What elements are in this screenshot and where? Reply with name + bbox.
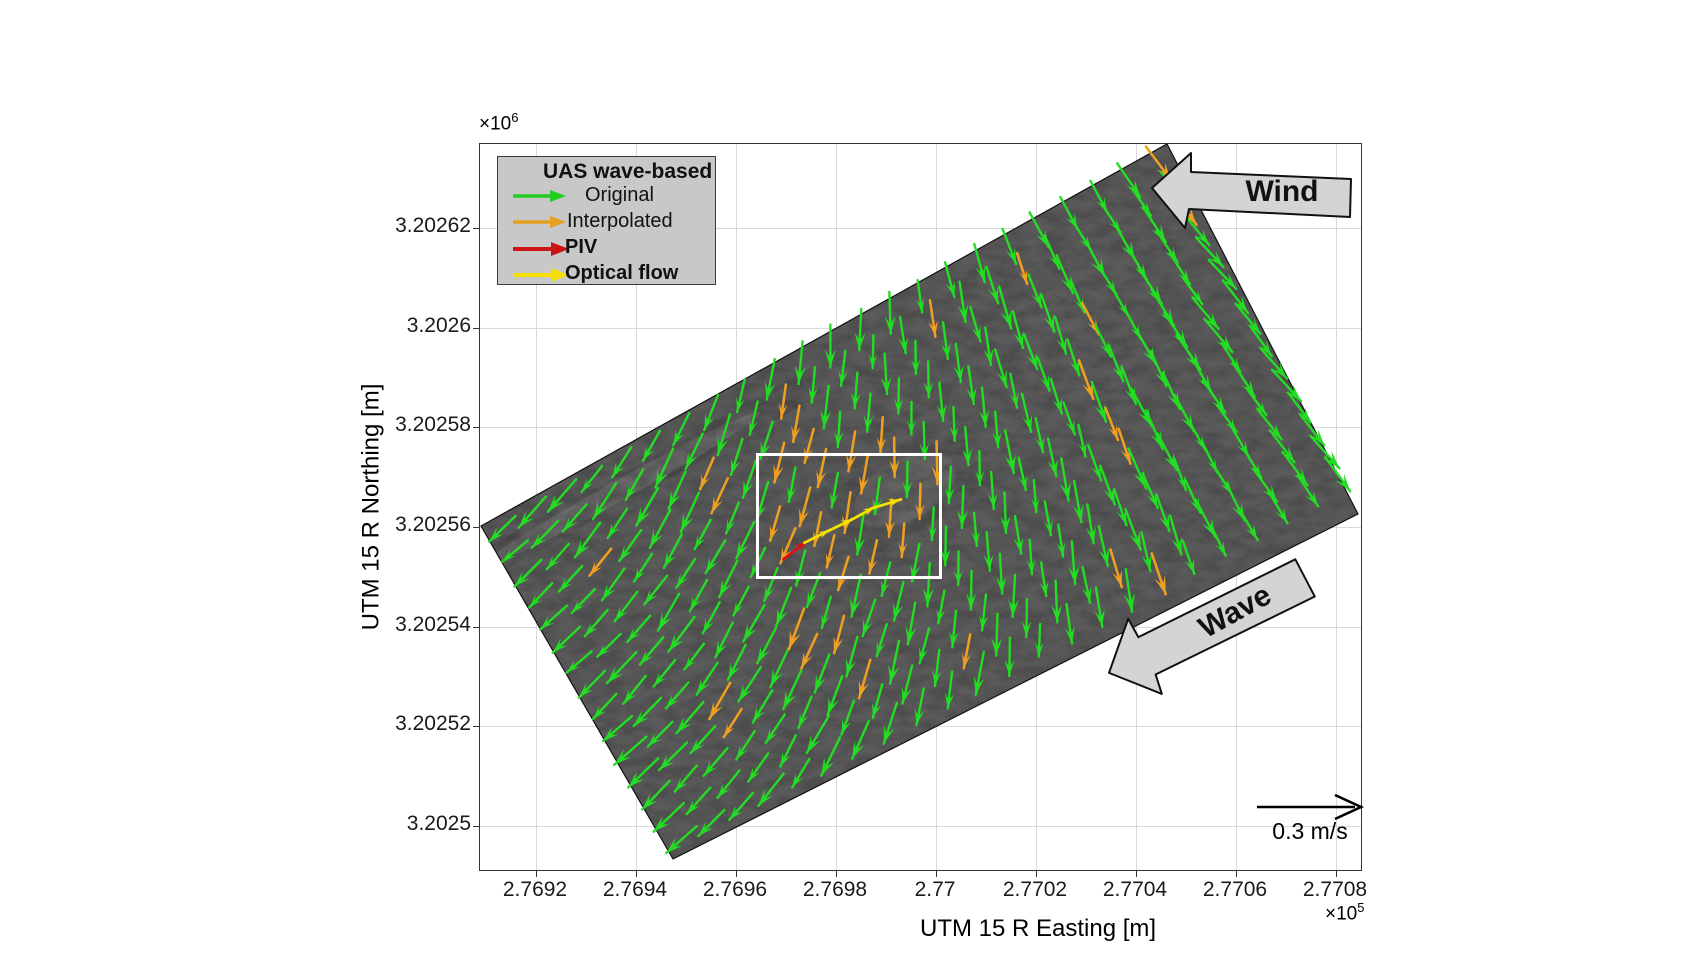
svg-text:Wind: Wind (1245, 175, 1318, 208)
